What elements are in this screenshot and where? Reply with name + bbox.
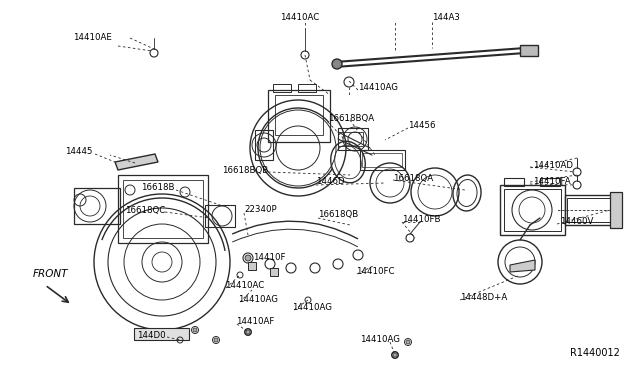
Text: 14410FC: 14410FC (356, 267, 394, 276)
Circle shape (193, 328, 197, 332)
Text: 14410AG: 14410AG (292, 304, 332, 312)
Bar (610, 192, 622, 228)
Text: 14410AG: 14410AG (238, 295, 278, 305)
Bar (500, 185, 565, 235)
Text: 14410AC: 14410AC (225, 282, 264, 291)
Text: 1446D: 1446D (316, 177, 344, 186)
Text: 14445: 14445 (65, 148, 93, 157)
Bar (118, 175, 208, 243)
Bar (504, 189, 561, 231)
Bar (273, 84, 291, 92)
Text: FRONT: FRONT (33, 269, 68, 279)
Circle shape (393, 353, 397, 357)
Bar (565, 195, 613, 225)
Text: 16618BQA: 16618BQA (328, 113, 374, 122)
Circle shape (214, 338, 218, 342)
Text: 16618QA: 16618QA (393, 173, 433, 183)
Text: R1440012: R1440012 (570, 348, 620, 358)
Text: 14410FA: 14410FA (533, 177, 571, 186)
Text: 14410FB: 14410FB (402, 215, 440, 224)
Polygon shape (115, 154, 158, 170)
Text: 16618QC: 16618QC (125, 205, 165, 215)
Text: 14448D+A: 14448D+A (460, 294, 508, 302)
Bar (255, 130, 273, 160)
Text: 14410AG: 14410AG (360, 336, 400, 344)
Text: 14460V: 14460V (560, 218, 593, 227)
Text: 144D0: 144D0 (138, 331, 166, 340)
Circle shape (245, 255, 251, 261)
Text: 14410F: 14410F (253, 253, 285, 263)
Text: 14456: 14456 (408, 122, 435, 131)
Bar (338, 128, 368, 150)
Text: 16618BQB: 16618BQB (221, 166, 268, 174)
Bar (504, 178, 524, 186)
Bar (275, 95, 323, 135)
Bar (520, 45, 538, 56)
Text: 16618QB: 16618QB (318, 211, 358, 219)
Bar (567, 198, 611, 222)
Bar (123, 180, 203, 238)
Text: 14410AE: 14410AE (73, 33, 112, 42)
Circle shape (332, 59, 342, 69)
Text: 22340P: 22340P (244, 205, 276, 215)
Bar (205, 205, 235, 227)
Bar (540, 178, 560, 186)
Text: 14410AG: 14410AG (358, 83, 398, 93)
Bar (248, 262, 256, 270)
Polygon shape (510, 260, 535, 272)
Text: 14410AD: 14410AD (533, 160, 573, 170)
Bar (298, 84, 316, 92)
Bar (134, 328, 189, 340)
Text: 144A3: 144A3 (432, 13, 460, 22)
Bar (74, 188, 120, 224)
Circle shape (406, 340, 410, 344)
Text: 14410AC: 14410AC (280, 13, 319, 22)
Bar (360, 150, 405, 170)
Text: 14410AF: 14410AF (236, 317, 275, 327)
Text: 16618B: 16618B (141, 183, 175, 192)
Bar (362, 153, 402, 167)
Circle shape (246, 330, 250, 334)
Bar (338, 132, 363, 146)
Bar (270, 268, 278, 276)
Bar (268, 90, 330, 142)
